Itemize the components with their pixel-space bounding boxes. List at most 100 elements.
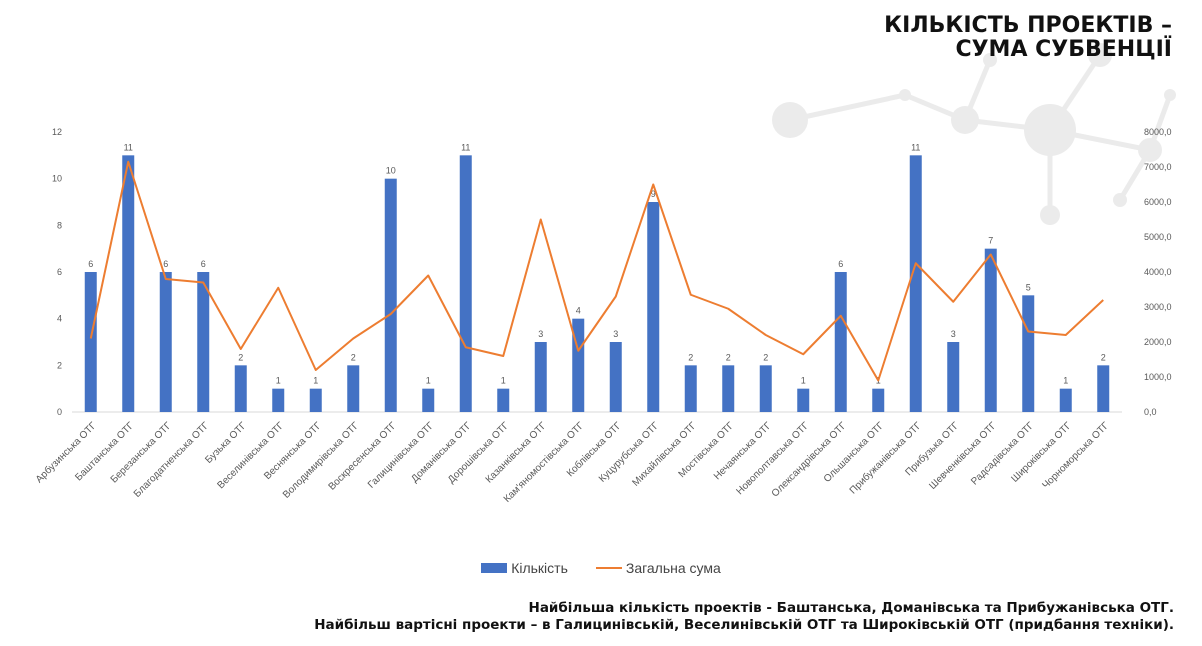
x-tick-label: Воскресенська ОТГ [327, 420, 400, 493]
y-left-tick-label: 10 [52, 174, 62, 184]
x-tick-label: Чорноморська ОТГ [1040, 420, 1111, 491]
molecule-node [951, 106, 979, 134]
bar [197, 272, 210, 412]
bar-data-label: 3 [951, 329, 956, 339]
bar [722, 365, 735, 412]
bar [1022, 295, 1035, 412]
bar-data-label: 10 [386, 166, 396, 176]
bar-data-label: 2 [726, 352, 731, 362]
bar [159, 272, 172, 412]
bar-data-label: 11 [911, 142, 920, 152]
y-left-tick-label: 2 [57, 360, 62, 370]
molecule-node [1138, 138, 1162, 162]
y-right-tick-label: 7000,0 [1144, 162, 1172, 172]
bar [347, 365, 360, 412]
bar-data-label: 1 [313, 376, 318, 386]
bar [422, 388, 435, 412]
bar [234, 365, 247, 412]
title-line-2: СУМА СУБВЕНЦІЇ [955, 37, 1172, 62]
legend-line-label: Загальна сума [625, 560, 721, 576]
bar [272, 388, 285, 412]
molecule-link [789, 92, 906, 123]
molecule-node [899, 89, 911, 101]
bar [909, 155, 922, 413]
bar-data-label: 2 [351, 352, 356, 362]
bar [459, 155, 472, 413]
y-right-tick-label: 5000,0 [1144, 232, 1172, 242]
y-right-tick-label: 4000,0 [1144, 267, 1172, 277]
bar-data-label: 2 [688, 352, 693, 362]
x-tick-label: Арбузинська ОТГ [33, 419, 99, 485]
line-series [89, 160, 1104, 382]
bar [797, 388, 810, 412]
molecule-node [1113, 193, 1127, 207]
legend-item-line: Загальна сума [595, 560, 721, 576]
bar-data-label: 2 [763, 352, 768, 362]
bar [1097, 365, 1110, 412]
bar-data-label: 11 [461, 142, 470, 152]
bar [122, 155, 135, 413]
y-left-tick-label: 4 [57, 314, 62, 324]
legend-bar-label: Кількість [511, 560, 568, 576]
bar [534, 342, 547, 412]
bar [309, 388, 322, 412]
chart-legend: Кількість Загальна сума [0, 560, 1202, 576]
bar [84, 272, 97, 412]
bar [684, 365, 697, 412]
bar [834, 272, 847, 412]
molecule-node [1088, 43, 1112, 67]
bar-data-label: 4 [576, 306, 581, 316]
bar-data-label: 6 [838, 259, 843, 269]
combo-chart: 0246810120,01000,02000,03000,04000,05000… [33, 127, 1172, 505]
bar-data-label: 6 [88, 259, 93, 269]
legend-bar-swatch [481, 563, 508, 573]
bar [647, 202, 660, 412]
footer-line-1: Найбільша кількість проектів - Баштанськ… [528, 600, 1174, 616]
x-tick-label: Новополтавська ОТГ [734, 420, 811, 497]
bar [384, 178, 397, 412]
bar-data-label: 5 [1026, 282, 1031, 292]
legend-item-bars: Кількість [481, 560, 568, 576]
y-left-tick-label: 0 [57, 407, 62, 417]
bar-data-label: 1 [1063, 376, 1068, 386]
x-tick-label: Шевченківська ОТГ [927, 420, 999, 492]
bar-data-label: 1 [426, 376, 431, 386]
title-line-1: КІЛЬКІСТЬ ПРОЕКТІВ – [884, 13, 1172, 38]
y-right-tick-label: 3000,0 [1144, 302, 1172, 312]
molecule-node [1024, 104, 1076, 156]
bar [609, 342, 622, 412]
bar-data-label: 6 [201, 259, 206, 269]
bar-data-label: 2 [1101, 352, 1106, 362]
bar-data-label: 1 [501, 376, 506, 386]
bar-data-label: 11 [124, 142, 133, 152]
bar-data-label: 7 [988, 236, 993, 246]
bar [497, 388, 510, 412]
bar [872, 388, 885, 412]
y-right-tick-label: 8000,0 [1144, 127, 1172, 137]
y-left-tick-label: 6 [57, 267, 62, 277]
y-left-tick-label: 12 [52, 127, 62, 137]
y-right-tick-label: 2000,0 [1144, 337, 1172, 347]
y-left-tick-label: 8 [57, 220, 62, 230]
x-tick-label: Радсадівська ОТГ [969, 420, 1037, 488]
bar [984, 248, 997, 412]
x-tick-label: Галицинівська ОТГ [366, 420, 437, 491]
y-right-tick-label: 6000,0 [1144, 197, 1172, 207]
x-tick-label: Веселинівська ОТГ [215, 420, 286, 491]
legend-line-swatch [595, 567, 622, 569]
x-tick-label: Володимирівська ОТГ [281, 420, 362, 501]
y-right-tick-label: 0,0 [1144, 407, 1157, 417]
bar-data-label: 6 [163, 259, 168, 269]
x-tick-label: Олександрівська ОТГ [770, 420, 850, 500]
footer-notes: Найбільша кількість проектів - Баштанськ… [314, 600, 1174, 634]
bar-data-label: 3 [613, 329, 618, 339]
x-tick-label: Благодатненська ОТГ [132, 420, 212, 500]
molecule-node [983, 53, 997, 67]
molecule-node [772, 102, 808, 138]
bar-data-label: 3 [538, 329, 543, 339]
bar-data-label: 2 [238, 352, 243, 362]
molecule-node [1040, 205, 1060, 225]
bar [1059, 388, 1072, 412]
x-tick-label: Прибужанівська ОТГ [847, 419, 924, 496]
